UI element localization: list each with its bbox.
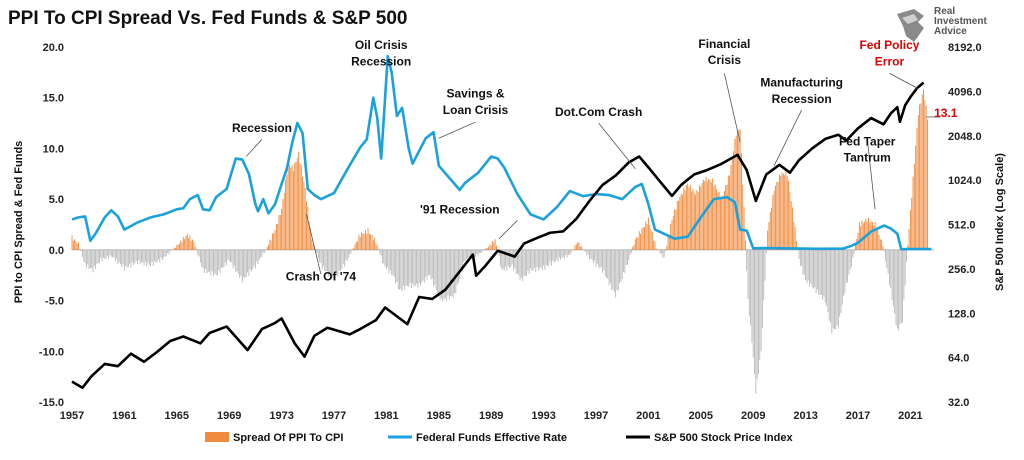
callout-line [598, 122, 636, 169]
callout-lines [245, 73, 941, 275]
annotation: Recession [232, 121, 292, 135]
callout-line [724, 73, 741, 143]
spread-bars [71, 89, 928, 394]
fed-funds-line [71, 54, 932, 251]
legend-label: S&P 500 Stock Price Index [654, 432, 793, 444]
y-tick-left: 10.0 [43, 143, 64, 155]
callout-line [438, 121, 476, 139]
y-axis-right-ticks: 8192.0 4096.0 2048.0 1024.0 512.0 256.0 128.0 6… [948, 42, 982, 409]
legend-label: Spread Of PPI To CPI [233, 432, 343, 444]
chart-title: PPI To CPI Spread Vs. Fed Funds & S&P 50… [8, 8, 407, 29]
x-tick: 1981 [374, 410, 398, 422]
y-axis-left-ticks: 20.0 15.0 10.0 5.0 0.0 -5.0 -10.0 -15.0 [39, 42, 64, 409]
x-tick: 1985 [427, 410, 451, 422]
annotation: Recession [772, 92, 832, 106]
sp500-series [71, 81, 925, 390]
y-tick-left: -10.0 [39, 346, 64, 358]
y-axis-right-label: S&P 500 Index (Log Scale) [994, 153, 1006, 291]
callout-line [866, 138, 876, 210]
legend-swatch [205, 432, 229, 442]
x-tick: 1957 [60, 410, 84, 422]
annotation: Oil Crisis [355, 38, 408, 52]
x-tick: 1973 [269, 410, 293, 422]
y-tick-right: 8192.0 [948, 42, 982, 54]
callout-line [245, 139, 263, 157]
annotation: Crash Of '74 [286, 269, 357, 283]
y-tick-left: 0.0 [49, 245, 64, 257]
sp500-line [71, 81, 925, 390]
annotation: Manufacturing [760, 76, 843, 90]
logo-line-1: Real [934, 6, 955, 17]
callout-line [306, 214, 322, 275]
x-tick: 2013 [793, 410, 817, 422]
x-axis-ticks: 1957 1961 1965 1969 1973 1977 1981 1985 1989 1993… [60, 410, 923, 422]
y-tick-right: 32.0 [948, 397, 969, 409]
y-tick-left: -15.0 [39, 397, 64, 409]
x-tick: 2009 [741, 410, 765, 422]
x-tick: 2001 [636, 410, 660, 422]
logo: Real Investment Advice [897, 6, 987, 42]
annotations: Recession Oil Crisis Recession Savings & Loa… [232, 37, 958, 283]
y-tick-right: 256.0 [948, 264, 976, 276]
x-tick: 1961 [112, 410, 136, 422]
annotation: '91 Recession [420, 202, 500, 216]
fed-funds-series [71, 54, 932, 251]
annotation: Financial [698, 37, 750, 51]
y-tick-right: 64.0 [948, 353, 969, 365]
annotation: Dot.Com Crash [555, 105, 642, 119]
y-tick-left: 5.0 [49, 194, 64, 206]
callout-line [498, 220, 518, 239]
x-tick: 1965 [165, 410, 189, 422]
annotation: Loan Crisis [443, 103, 509, 117]
x-tick: 2005 [689, 410, 713, 422]
annotation: Recession [351, 54, 411, 68]
y-tick-right: 128.0 [948, 308, 976, 320]
annotation: Tantrum [844, 151, 891, 165]
y-tick-right: 4096.0 [948, 86, 982, 98]
x-tick: 1969 [217, 410, 241, 422]
x-tick: 1977 [322, 410, 346, 422]
x-tick: 2021 [898, 410, 922, 422]
y-tick-right: 2048.0 [948, 131, 982, 143]
logo-line-2: Investment [934, 16, 987, 27]
y-tick-right: 1024.0 [948, 175, 982, 187]
y-tick-left: 15.0 [43, 93, 64, 105]
x-tick: 1993 [531, 410, 555, 422]
legend-label: Federal Funds Effective Rate [416, 432, 567, 444]
logo-line-3: Advice [934, 26, 967, 37]
legend: Spread Of PPI To CPI Federal Funds Effect… [205, 432, 793, 444]
callout-line [889, 73, 919, 89]
annotation: Savings & [446, 87, 504, 101]
annotation: Fed Taper [839, 134, 896, 148]
annotation: 13.1 [934, 106, 958, 120]
y-axis-left-label: PPI to CPI Spread & Fed Funds [13, 141, 25, 304]
y-tick-right: 512.0 [948, 220, 976, 232]
y-tick-left: -5.0 [45, 296, 64, 308]
y-tick-left: 20.0 [43, 42, 64, 54]
x-tick: 2017 [846, 410, 870, 422]
callout-line [773, 109, 803, 166]
annotation: Error [875, 54, 905, 68]
x-tick: 1997 [584, 410, 608, 422]
annotation: Fed Policy [859, 38, 919, 52]
logo-mark-icon [897, 9, 924, 42]
x-tick: 1989 [479, 410, 503, 422]
annotation: Crisis [708, 53, 742, 67]
